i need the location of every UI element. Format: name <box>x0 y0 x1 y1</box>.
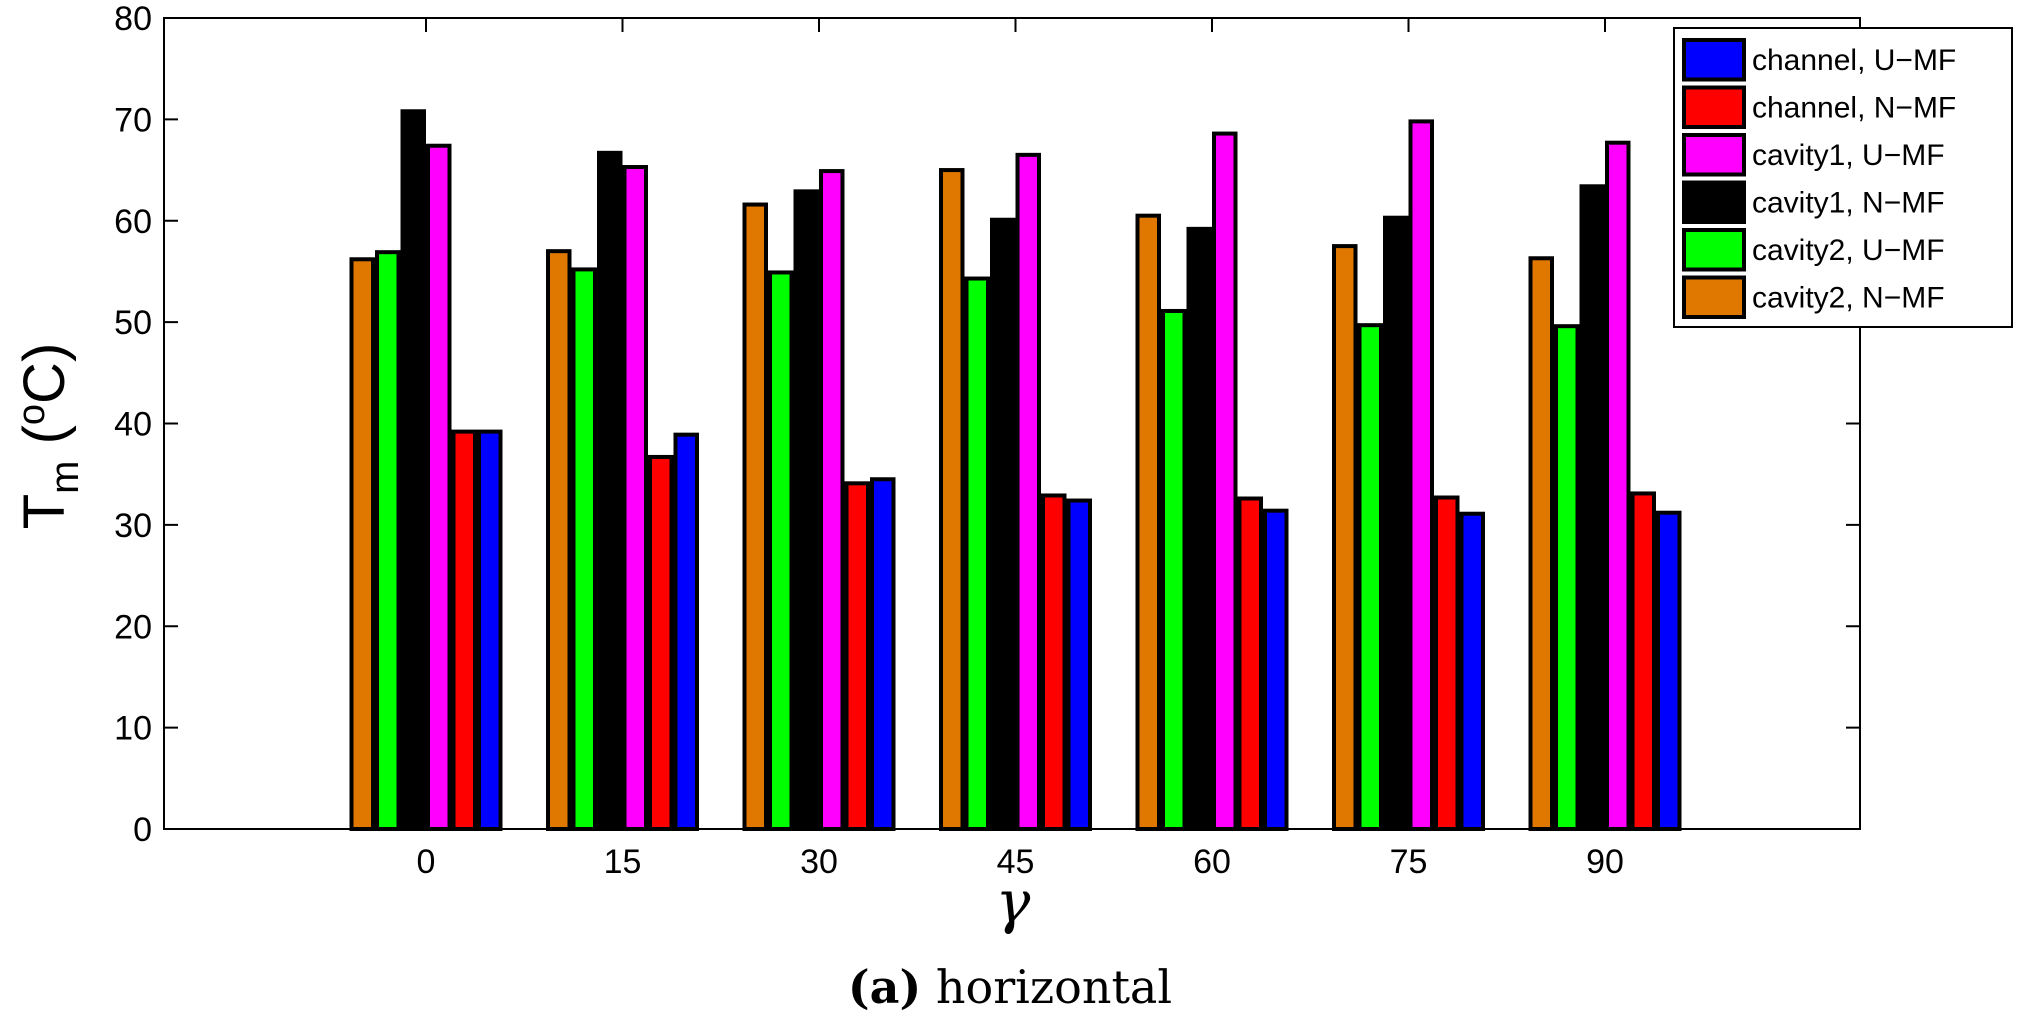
bar <box>451 429 477 831</box>
bar <box>1656 510 1682 832</box>
legend-swatch <box>1682 228 1746 272</box>
bar <box>1554 324 1580 831</box>
bar <box>1186 226 1212 832</box>
bar <box>939 168 965 831</box>
bar <box>1528 256 1554 832</box>
bar <box>1383 215 1409 832</box>
y-tick-label: 80 <box>114 0 152 38</box>
x-tick-label: 45 <box>997 843 1035 881</box>
bar <box>1066 498 1092 831</box>
legend-label: cavity1, N−MF <box>1752 187 1945 220</box>
y-tick-label: 50 <box>114 304 152 342</box>
ylabel-unit-sup: o <box>11 404 53 425</box>
bar <box>870 477 896 831</box>
bar <box>1263 508 1289 831</box>
legend-label: cavity2, N−MF <box>1752 282 1945 315</box>
y-tick-label: 10 <box>114 710 152 748</box>
bar <box>375 250 401 831</box>
x-tick-label: 75 <box>1390 843 1428 881</box>
figure-caption: (a) horizontal <box>0 964 2020 1010</box>
bar <box>546 249 572 832</box>
caption-text: horizontal <box>921 960 1173 1014</box>
x-tick-label: 0 <box>417 843 436 881</box>
bar <box>768 270 794 832</box>
bar <box>571 267 597 832</box>
bar <box>964 276 990 831</box>
ylabel-unit-open: ( <box>12 425 77 460</box>
x-tick-label: 30 <box>800 843 838 881</box>
bar <box>1212 131 1238 831</box>
bar <box>742 202 768 831</box>
y-axis: 0 10 20 30 40 50 60 70 80 <box>114 0 1860 849</box>
bar <box>844 481 870 831</box>
bar <box>1408 119 1434 831</box>
bar <box>1579 184 1605 832</box>
bar <box>793 189 819 831</box>
x-tick-label: 15 <box>604 843 642 881</box>
bar <box>1434 495 1460 831</box>
x-tick-label: 90 <box>1586 843 1624 881</box>
bar <box>990 217 1016 831</box>
y-tick-label: 60 <box>114 203 152 241</box>
bar <box>1459 511 1485 831</box>
y-tick-label: 0 <box>133 811 152 849</box>
y-tick-label: 70 <box>114 101 152 139</box>
bar <box>597 150 623 832</box>
legend-swatch <box>1682 180 1746 224</box>
bar <box>648 454 674 831</box>
y-tick-label: 30 <box>114 507 152 545</box>
bar <box>400 109 426 831</box>
legend-swatch <box>1682 275 1746 319</box>
bar <box>1015 152 1041 831</box>
bars <box>349 109 1682 832</box>
legend-label: cavity1, U−MF <box>1752 139 1945 172</box>
bar <box>1605 140 1631 832</box>
legend-label: cavity2, U−MF <box>1752 234 1945 267</box>
bar <box>819 169 845 832</box>
caption-label: (a) <box>847 960 922 1014</box>
x-tick-label: 60 <box>1193 843 1231 881</box>
legend-swatch <box>1682 38 1746 82</box>
ylabel-main: T <box>12 494 77 529</box>
legend-swatch <box>1682 85 1746 129</box>
ylabel-unit-close: C) <box>12 343 77 404</box>
bar <box>1041 493 1067 831</box>
bar <box>1332 244 1358 831</box>
y-tick-label: 20 <box>114 608 152 646</box>
legend: channel, U−MF channel, N−MF cavity1, U−MF c… <box>1673 27 2013 328</box>
bar <box>622 165 648 832</box>
legend-label: channel, N−MF <box>1752 92 1956 125</box>
bar <box>1135 213 1161 831</box>
ylabel-sub: m <box>43 461 87 494</box>
y-tick-label: 40 <box>114 406 152 444</box>
bar <box>477 429 503 831</box>
x-axis-label: γ <box>996 868 1031 936</box>
bar <box>1630 491 1656 831</box>
bar <box>1161 308 1187 831</box>
bar <box>1357 323 1383 831</box>
bar <box>349 257 375 831</box>
legend-label: channel, U−MF <box>1752 44 1956 77</box>
legend-swatch <box>1682 133 1746 177</box>
bar <box>673 432 699 831</box>
y-axis-label: Tm (oC) <box>11 343 87 530</box>
bar <box>426 143 452 832</box>
bar <box>1237 496 1263 831</box>
